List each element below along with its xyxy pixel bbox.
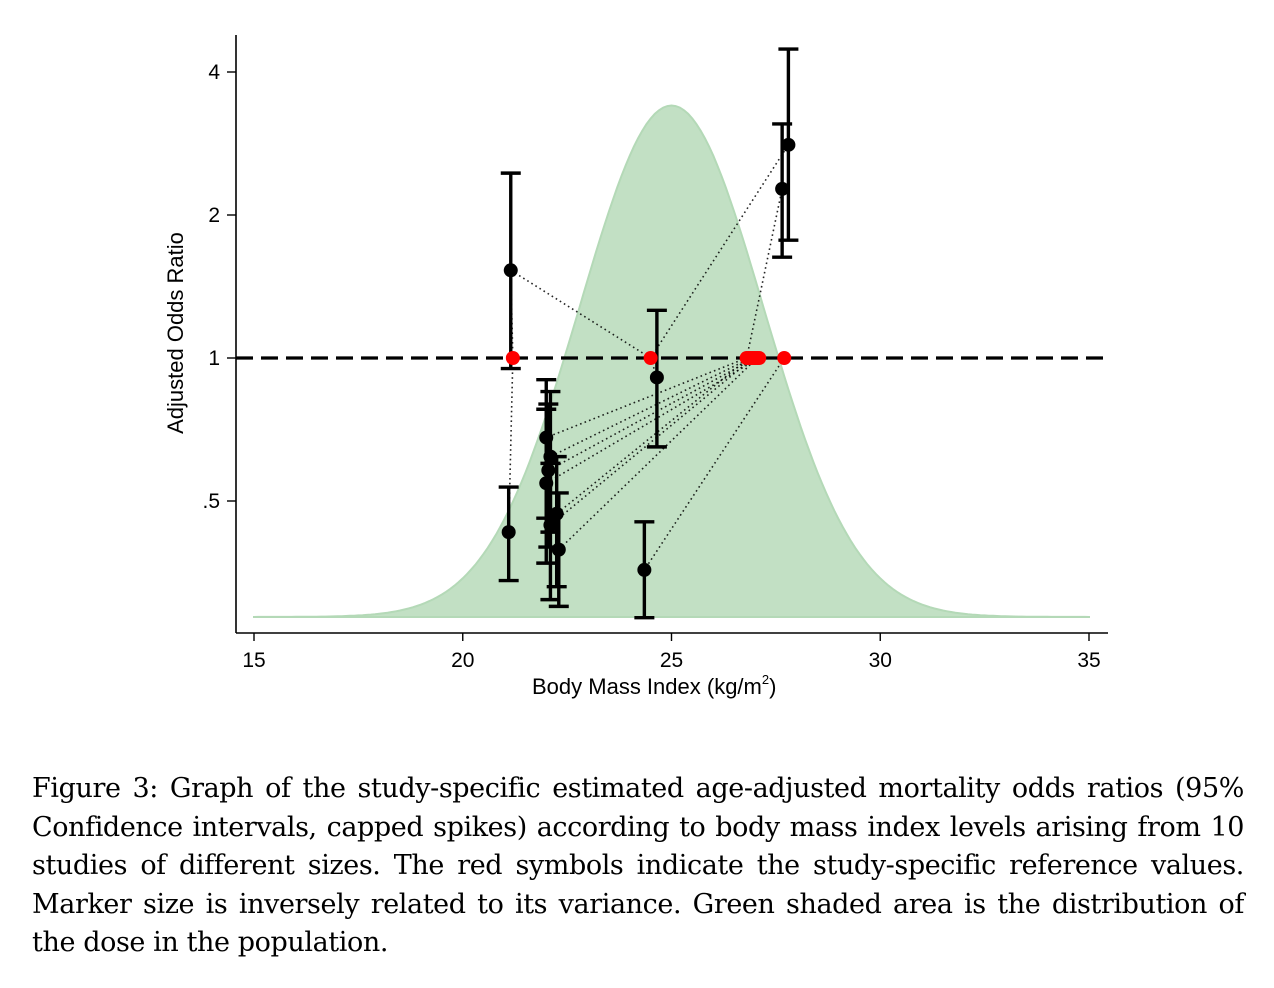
or-estimate-point <box>781 137 796 152</box>
connector-line <box>643 357 785 571</box>
reference-point <box>777 351 792 365</box>
y-tick-label: 1 <box>208 347 220 370</box>
reference-point <box>505 351 520 365</box>
y-tick-label: 4 <box>208 61 220 84</box>
connector-line <box>547 357 756 472</box>
reference-point <box>750 351 765 365</box>
ticks-layer: 15 20 25 30 35 4 2 1 .5 <box>202 61 1100 672</box>
connector-line <box>745 188 783 359</box>
y-tick-label: .5 <box>202 490 220 513</box>
x-tick-label: 25 <box>660 649 683 672</box>
or-estimate-point <box>549 506 564 521</box>
y-tick-label: 2 <box>208 204 220 227</box>
x-tick-label: 20 <box>451 649 474 672</box>
or-estimate-point <box>541 463 556 478</box>
or-estimate-point <box>551 542 566 557</box>
connector-line <box>649 357 658 378</box>
or-estimate-point <box>649 370 664 385</box>
or-estimate-point <box>539 476 554 491</box>
y-axis-title: Adjusted Odds Ratio <box>163 232 188 434</box>
connector-line <box>510 269 652 359</box>
connector-line <box>649 144 790 359</box>
x-tick-label: 35 <box>1077 649 1100 672</box>
odds-ratio-chart: 15 20 25 30 35 4 2 1 .5 Adjusted Odds Ratio Body… <box>163 35 1108 699</box>
connector-line <box>549 357 754 526</box>
or-estimate-point <box>539 430 554 445</box>
points-layer <box>501 137 796 577</box>
x-axis-title-suffix: ) <box>769 674 776 699</box>
connector-line <box>550 357 752 458</box>
figure-caption: Figure 3: Graph of the study-specific es… <box>32 773 1244 958</box>
or-estimate-point <box>637 562 652 577</box>
reference-point <box>643 351 658 365</box>
population-distribution-layer <box>253 104 1090 619</box>
population-distribution-area <box>253 104 1090 619</box>
or-estimate-point <box>775 181 790 196</box>
x-tick-label: 30 <box>869 649 892 672</box>
x-axis-title-superscript: 2 <box>762 672 769 687</box>
or-estimate-point <box>503 263 518 278</box>
or-estimate-point <box>543 449 558 464</box>
or-estimate-point <box>543 518 558 533</box>
x-axis-title-main: Body Mass Index (kg/m <box>532 674 762 699</box>
or-estimate-point <box>501 525 516 540</box>
x-axis-title: Body Mass Index (kg/m2) <box>532 672 776 699</box>
x-tick-label: 15 <box>242 649 265 672</box>
